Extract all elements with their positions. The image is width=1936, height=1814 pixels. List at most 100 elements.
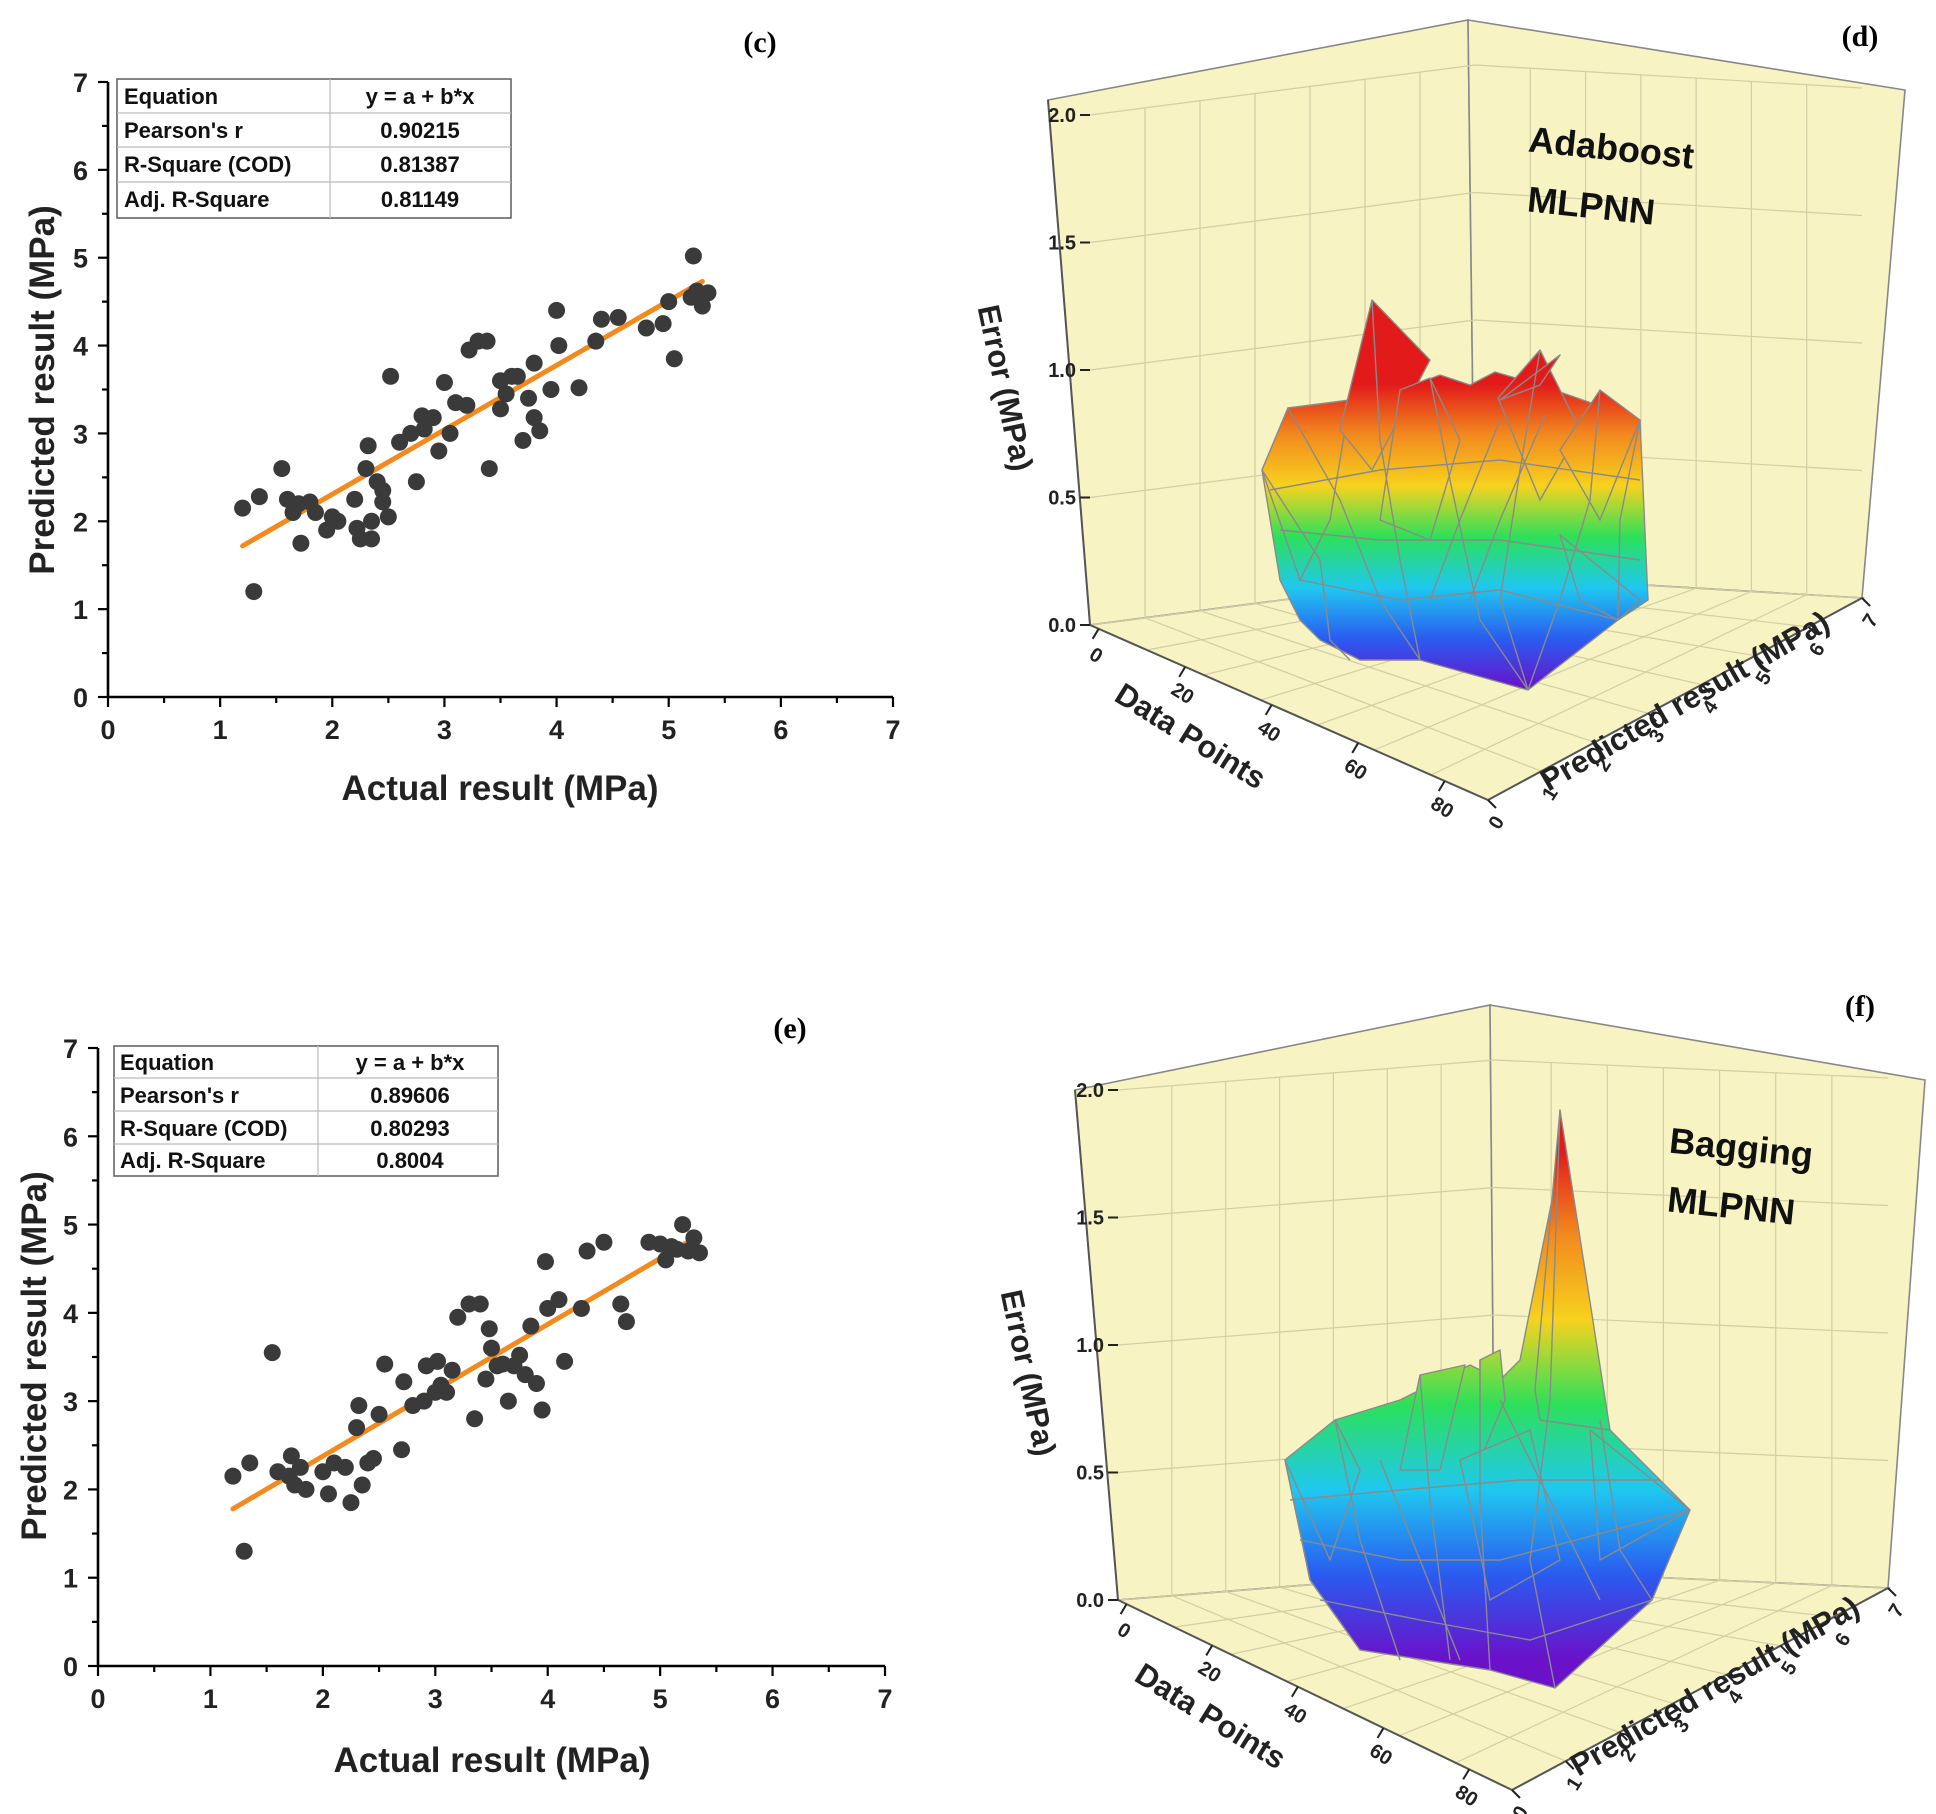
- stats-c-r2-label: R-Square (COD): [124, 152, 291, 177]
- z-tick-label-d: 1.0: [1048, 360, 1076, 382]
- stats-c-r3-label: Adj. R-Square: [124, 187, 269, 212]
- y-tick-label-c: 7: [73, 68, 88, 98]
- data-point-c: [525, 354, 543, 372]
- data-point-e: [353, 1476, 371, 1494]
- data-point-e: [376, 1355, 394, 1373]
- x-tick-label-d: 0: [1085, 643, 1106, 668]
- fit-line-c: [240, 278, 705, 549]
- y-tick-label-e: 5: [63, 1211, 78, 1241]
- data-point-c: [665, 350, 683, 368]
- y-tick-f: [1779, 1645, 1790, 1655]
- y-axis-label-c: Predicted result (MPa): [23, 205, 62, 575]
- y-tick-f: [1887, 1587, 1897, 1597]
- data-point-e: [297, 1480, 315, 1498]
- x-tick-label-c: 2: [325, 715, 340, 745]
- y-tick-label-e: 3: [63, 1387, 78, 1417]
- data-point-c: [402, 424, 420, 442]
- z-axis-label-f: Error (MPa): [994, 1287, 1063, 1459]
- data-point-c: [363, 512, 381, 530]
- y-tick-label-e: 7: [63, 1034, 78, 1064]
- surface-mesh-line-d: [1269, 459, 1641, 491]
- x-tick-label-f: 80: [1451, 1781, 1482, 1811]
- z-grid-right-d: [1474, 191, 1863, 217]
- x-tick-label-f: 20: [1194, 1657, 1225, 1687]
- floor-grid-d: [1199, 610, 1596, 743]
- error-surface-d: [1261, 299, 1649, 691]
- points-c: [234, 247, 717, 601]
- x-tick-label-e: 1: [203, 1684, 218, 1714]
- stats-e-r3-label: Adj. R-Square: [120, 1148, 265, 1173]
- x-tick-label-d: 60: [1340, 755, 1371, 785]
- z-tick-label-f: 2.0: [1076, 1080, 1104, 1102]
- ticks-c: 0 1 2 3 4 5 6 7 0 1 2 3 4 5 6 7: [73, 68, 901, 745]
- data-point-e: [364, 1450, 382, 1468]
- floor-grid-f: [1455, 1584, 1833, 1764]
- stats-table-c: Equation y = a + b*x Pearson's r 0.90215…: [116, 78, 512, 219]
- x-tick-label-c: 6: [773, 715, 788, 745]
- x-tick-label-d: 80: [1427, 793, 1458, 823]
- surface-mesh-line-d: [1527, 389, 1601, 691]
- panel-label-f: (f): [1845, 990, 1875, 1023]
- surface-mesh-line-f: [1334, 1419, 1401, 1661]
- data-point-c: [478, 332, 496, 350]
- x-tick-d: [1091, 628, 1100, 640]
- surface-mesh-line-d: [1261, 469, 1351, 661]
- data-point-c: [570, 379, 588, 397]
- x-tick-label-e: 2: [315, 1684, 330, 1714]
- data-point-e: [438, 1383, 456, 1401]
- stats-e-r2-label: R-Square (COD): [120, 1116, 287, 1141]
- stats-c-r0-label: Equation: [124, 84, 218, 109]
- fit-line-segment-c: [240, 278, 705, 549]
- data-point-c: [548, 301, 566, 319]
- data-point-c: [654, 315, 672, 333]
- data-point-e: [282, 1447, 300, 1465]
- data-point-e: [471, 1295, 489, 1313]
- surface-mesh-line-f: [1299, 1509, 1691, 1561]
- data-point-c: [250, 488, 268, 506]
- y-tick-d: [1861, 597, 1871, 607]
- y-tick-label-d: 0: [1485, 812, 1510, 833]
- data-point-e: [393, 1441, 411, 1459]
- surface-mesh-line-d: [1617, 419, 1641, 621]
- data-point-e: [527, 1374, 545, 1392]
- x-tick-label-d: 40: [1254, 717, 1285, 747]
- z-tick-label-f: 0.0: [1076, 1590, 1104, 1612]
- z-grid-left-f: [1117, 1314, 1496, 1346]
- stats-c-r2-value: 0.81387: [380, 152, 460, 177]
- data-point-c: [458, 396, 476, 414]
- y-tick-label-c: 5: [73, 244, 88, 274]
- data-point-c: [346, 490, 364, 508]
- stats-e-r2-value: 0.80293: [370, 1116, 450, 1141]
- data-point-c: [292, 534, 310, 552]
- surface-mesh-line-d: [1371, 299, 1421, 661]
- data-point-e: [235, 1542, 253, 1560]
- x-tick-label-c: 1: [213, 715, 228, 745]
- data-point-c: [660, 293, 678, 311]
- data-point-c: [357, 460, 375, 478]
- stats-c-r1-value: 0.90215: [380, 118, 460, 143]
- stats-e-r3-value: 0.8004: [376, 1148, 444, 1173]
- z-tick-label-f: 1.5: [1076, 1208, 1104, 1230]
- y-tick-label-d: 7: [1859, 610, 1884, 631]
- data-point-c: [531, 422, 549, 440]
- data-point-e: [319, 1485, 337, 1503]
- surface-mesh-line-f: [1599, 1419, 1653, 1601]
- x-tick-d: [1437, 780, 1446, 792]
- data-point-c: [430, 442, 448, 460]
- stats-table-frame-c: [116, 78, 512, 219]
- y-tick-label-e: 2: [63, 1475, 78, 1505]
- surface-facet-d: [1261, 399, 1351, 581]
- panel-label-d: (d): [1842, 20, 1879, 53]
- y-tick-f: [1565, 1760, 1575, 1770]
- y-tick-label-f: 0: [1509, 1802, 1534, 1814]
- panel-label-e: (e): [773, 1012, 806, 1045]
- surface-facet-f: [1589, 1429, 1691, 1561]
- data-point-e: [443, 1361, 461, 1379]
- data-point-e: [572, 1299, 590, 1317]
- x-tick-d: [1178, 666, 1187, 678]
- data-point-e: [550, 1291, 568, 1309]
- surface-mesh-line-d: [1287, 407, 1421, 661]
- y-tick-d: [1754, 655, 1764, 665]
- surface-mesh-line-d: [1429, 377, 1529, 691]
- floor-grid-d: [1430, 594, 1807, 776]
